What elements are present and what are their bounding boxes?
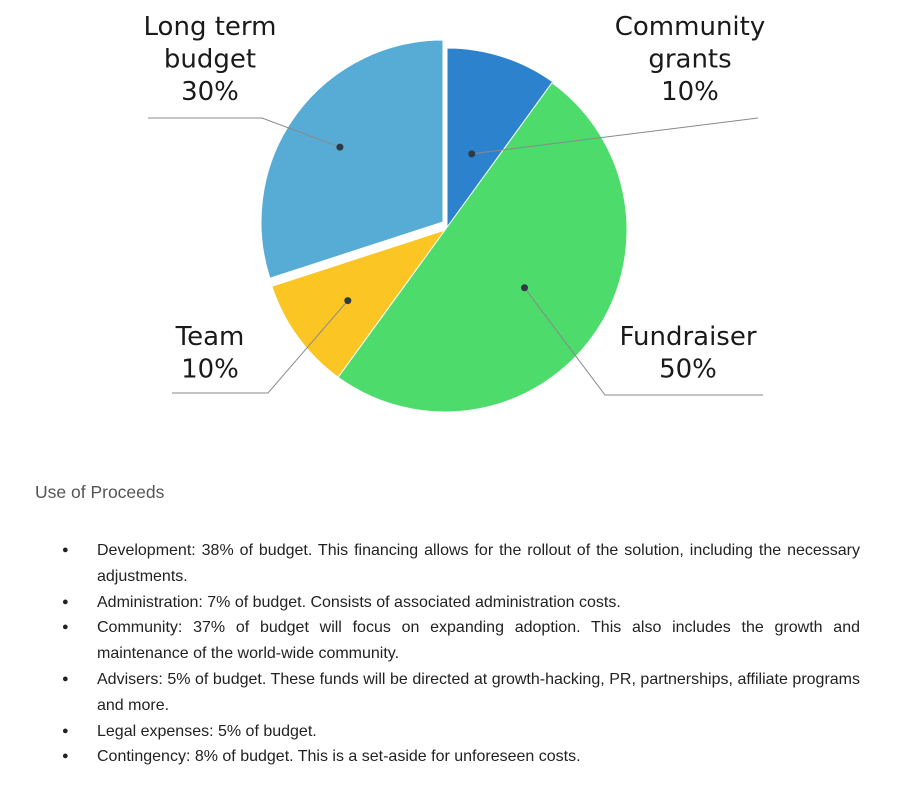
slice-name: Team: [175, 322, 245, 352]
slice-percent: 50%: [659, 355, 717, 385]
bullet-item: Development: 38% of budget. This financi…: [60, 538, 860, 590]
bullet-item: Administration: 7% of budget. Consists o…: [60, 590, 860, 616]
slice-label: Team 10%: [175, 322, 245, 385]
leader-dot: [344, 297, 352, 305]
slice-name: Fundraiser: [619, 322, 756, 352]
pie-slice: [446, 47, 555, 232]
leader-dot: [468, 150, 476, 158]
slice-percent: 30%: [181, 77, 239, 107]
bullet-item: Community: 37% of budget will focus on e…: [60, 615, 860, 667]
bullet-item: Advisers: 5% of budget. These funds will…: [60, 667, 860, 719]
slice-label: Fundraiser 50%: [619, 322, 756, 385]
slice-name: Community: [615, 12, 765, 42]
leader-line: [524, 287, 763, 396]
slice-name: grants: [648, 45, 731, 75]
pie-slice: [337, 82, 628, 413]
leader-dot: [521, 284, 529, 292]
slice-name: Long term: [144, 12, 277, 42]
slice-percent: 10%: [181, 355, 239, 385]
bullet-item: Legal expenses: 5% of budget.: [60, 719, 860, 745]
bullet-item: Contingency: 8% of budget. This is a set…: [60, 744, 860, 770]
leader-line: [172, 300, 349, 394]
slice-percent: 10%: [661, 77, 719, 107]
pie-slice: [260, 39, 444, 279]
leader-line: [471, 117, 759, 155]
slice-label: Long term budget 30%: [144, 12, 277, 107]
pie-chart: Community grants 10%Fundraiser 50%Team 10%Lo…: [144, 12, 765, 413]
leader-dot: [336, 143, 344, 151]
leader-line: [148, 117, 341, 148]
bullet-list: Development: 38% of budget. This financi…: [60, 538, 860, 770]
pie-slice: [271, 229, 447, 378]
slice-name: budget: [164, 45, 256, 75]
slice-label: Community grants 10%: [615, 12, 765, 107]
section-title: Use of Proceeds: [35, 482, 165, 502]
